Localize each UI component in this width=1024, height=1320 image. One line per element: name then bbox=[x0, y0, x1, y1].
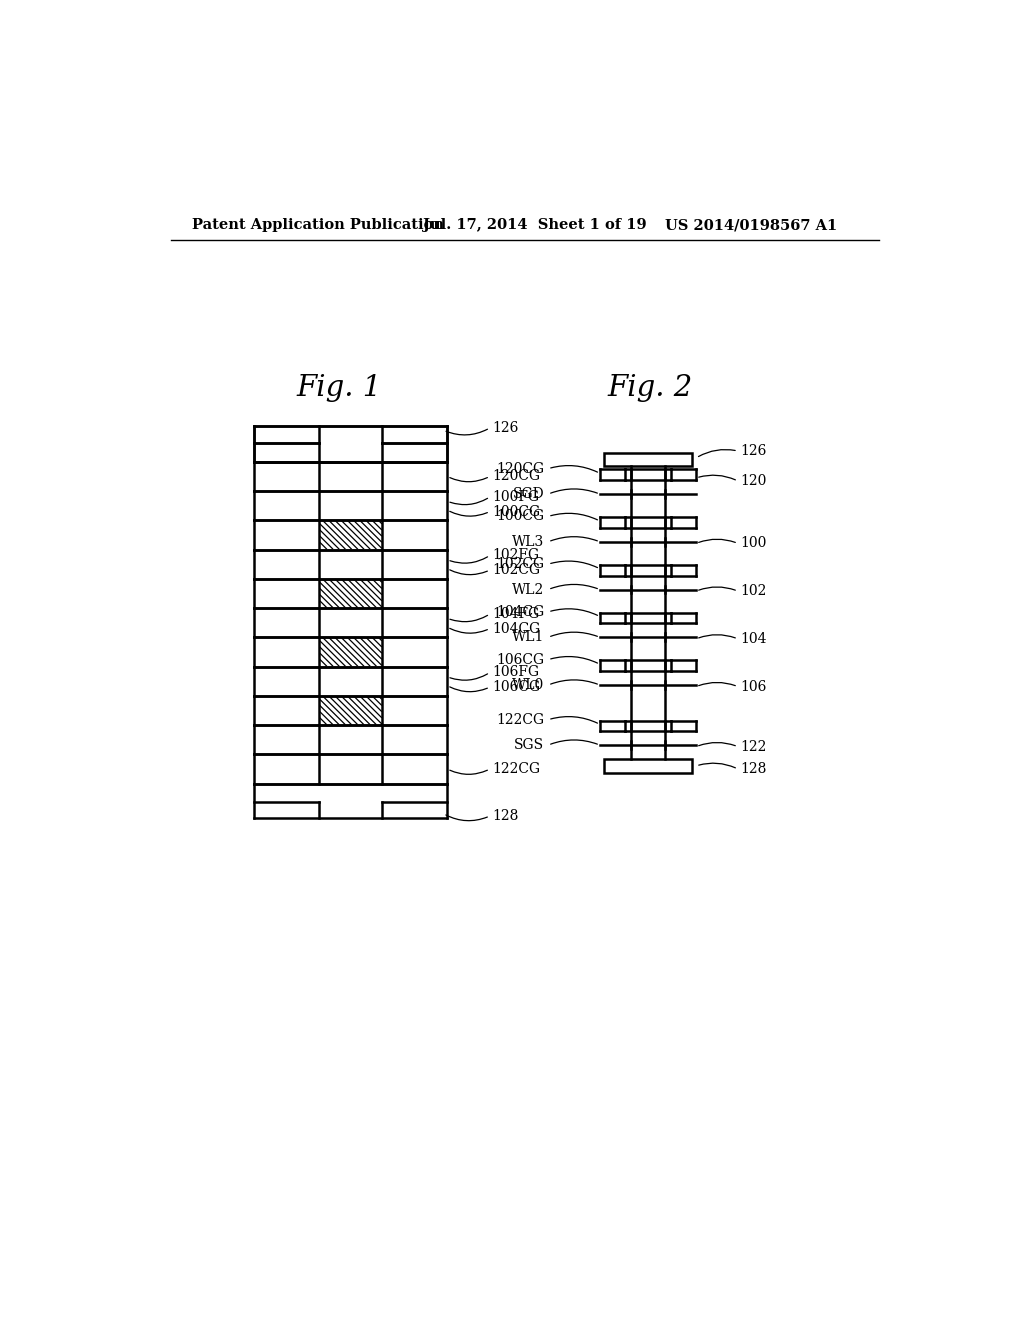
Text: Fig. 2: Fig. 2 bbox=[607, 374, 692, 401]
Text: 120CG: 120CG bbox=[496, 462, 544, 475]
Text: 102: 102 bbox=[740, 585, 767, 598]
Text: 102CG: 102CG bbox=[493, 564, 541, 577]
Text: 106: 106 bbox=[740, 680, 767, 693]
Text: 122CG: 122CG bbox=[493, 762, 541, 776]
Text: Jul. 17, 2014  Sheet 1 of 19: Jul. 17, 2014 Sheet 1 of 19 bbox=[423, 218, 646, 232]
Text: 128: 128 bbox=[493, 809, 518, 822]
Text: 100: 100 bbox=[740, 536, 767, 550]
Text: US 2014/0198567 A1: US 2014/0198567 A1 bbox=[665, 218, 838, 232]
Text: 106CG: 106CG bbox=[496, 652, 544, 667]
Text: 100CG: 100CG bbox=[496, 510, 544, 524]
Bar bbox=[604, 453, 692, 466]
Bar bbox=[604, 759, 692, 774]
Text: 102FG: 102FG bbox=[493, 548, 540, 562]
Text: 126: 126 bbox=[740, 444, 767, 458]
Text: Patent Application Publication: Patent Application Publication bbox=[191, 218, 443, 232]
Text: Fig. 1: Fig. 1 bbox=[296, 374, 381, 401]
Text: 128: 128 bbox=[740, 762, 767, 776]
Text: 122CG: 122CG bbox=[496, 713, 544, 727]
Text: WL0: WL0 bbox=[512, 678, 544, 692]
Text: WL3: WL3 bbox=[512, 535, 544, 549]
Text: WL2: WL2 bbox=[512, 582, 544, 597]
Text: 104FG: 104FG bbox=[493, 607, 540, 620]
Text: 122: 122 bbox=[740, 739, 767, 754]
Text: 100FG: 100FG bbox=[493, 490, 540, 504]
Text: 100CG: 100CG bbox=[493, 504, 541, 519]
Text: 104CG: 104CG bbox=[496, 605, 544, 619]
Text: 106FG: 106FG bbox=[493, 665, 540, 680]
Text: WL1: WL1 bbox=[512, 631, 544, 644]
Text: SGS: SGS bbox=[514, 738, 544, 752]
Text: 120CG: 120CG bbox=[493, 470, 541, 483]
Text: 102CG: 102CG bbox=[496, 557, 544, 572]
Text: SGD: SGD bbox=[513, 487, 544, 502]
Text: 126: 126 bbox=[493, 421, 518, 434]
Text: 106CG: 106CG bbox=[493, 680, 541, 694]
Text: 104CG: 104CG bbox=[493, 622, 541, 635]
Text: 120: 120 bbox=[740, 474, 767, 488]
Text: 104: 104 bbox=[740, 632, 767, 645]
